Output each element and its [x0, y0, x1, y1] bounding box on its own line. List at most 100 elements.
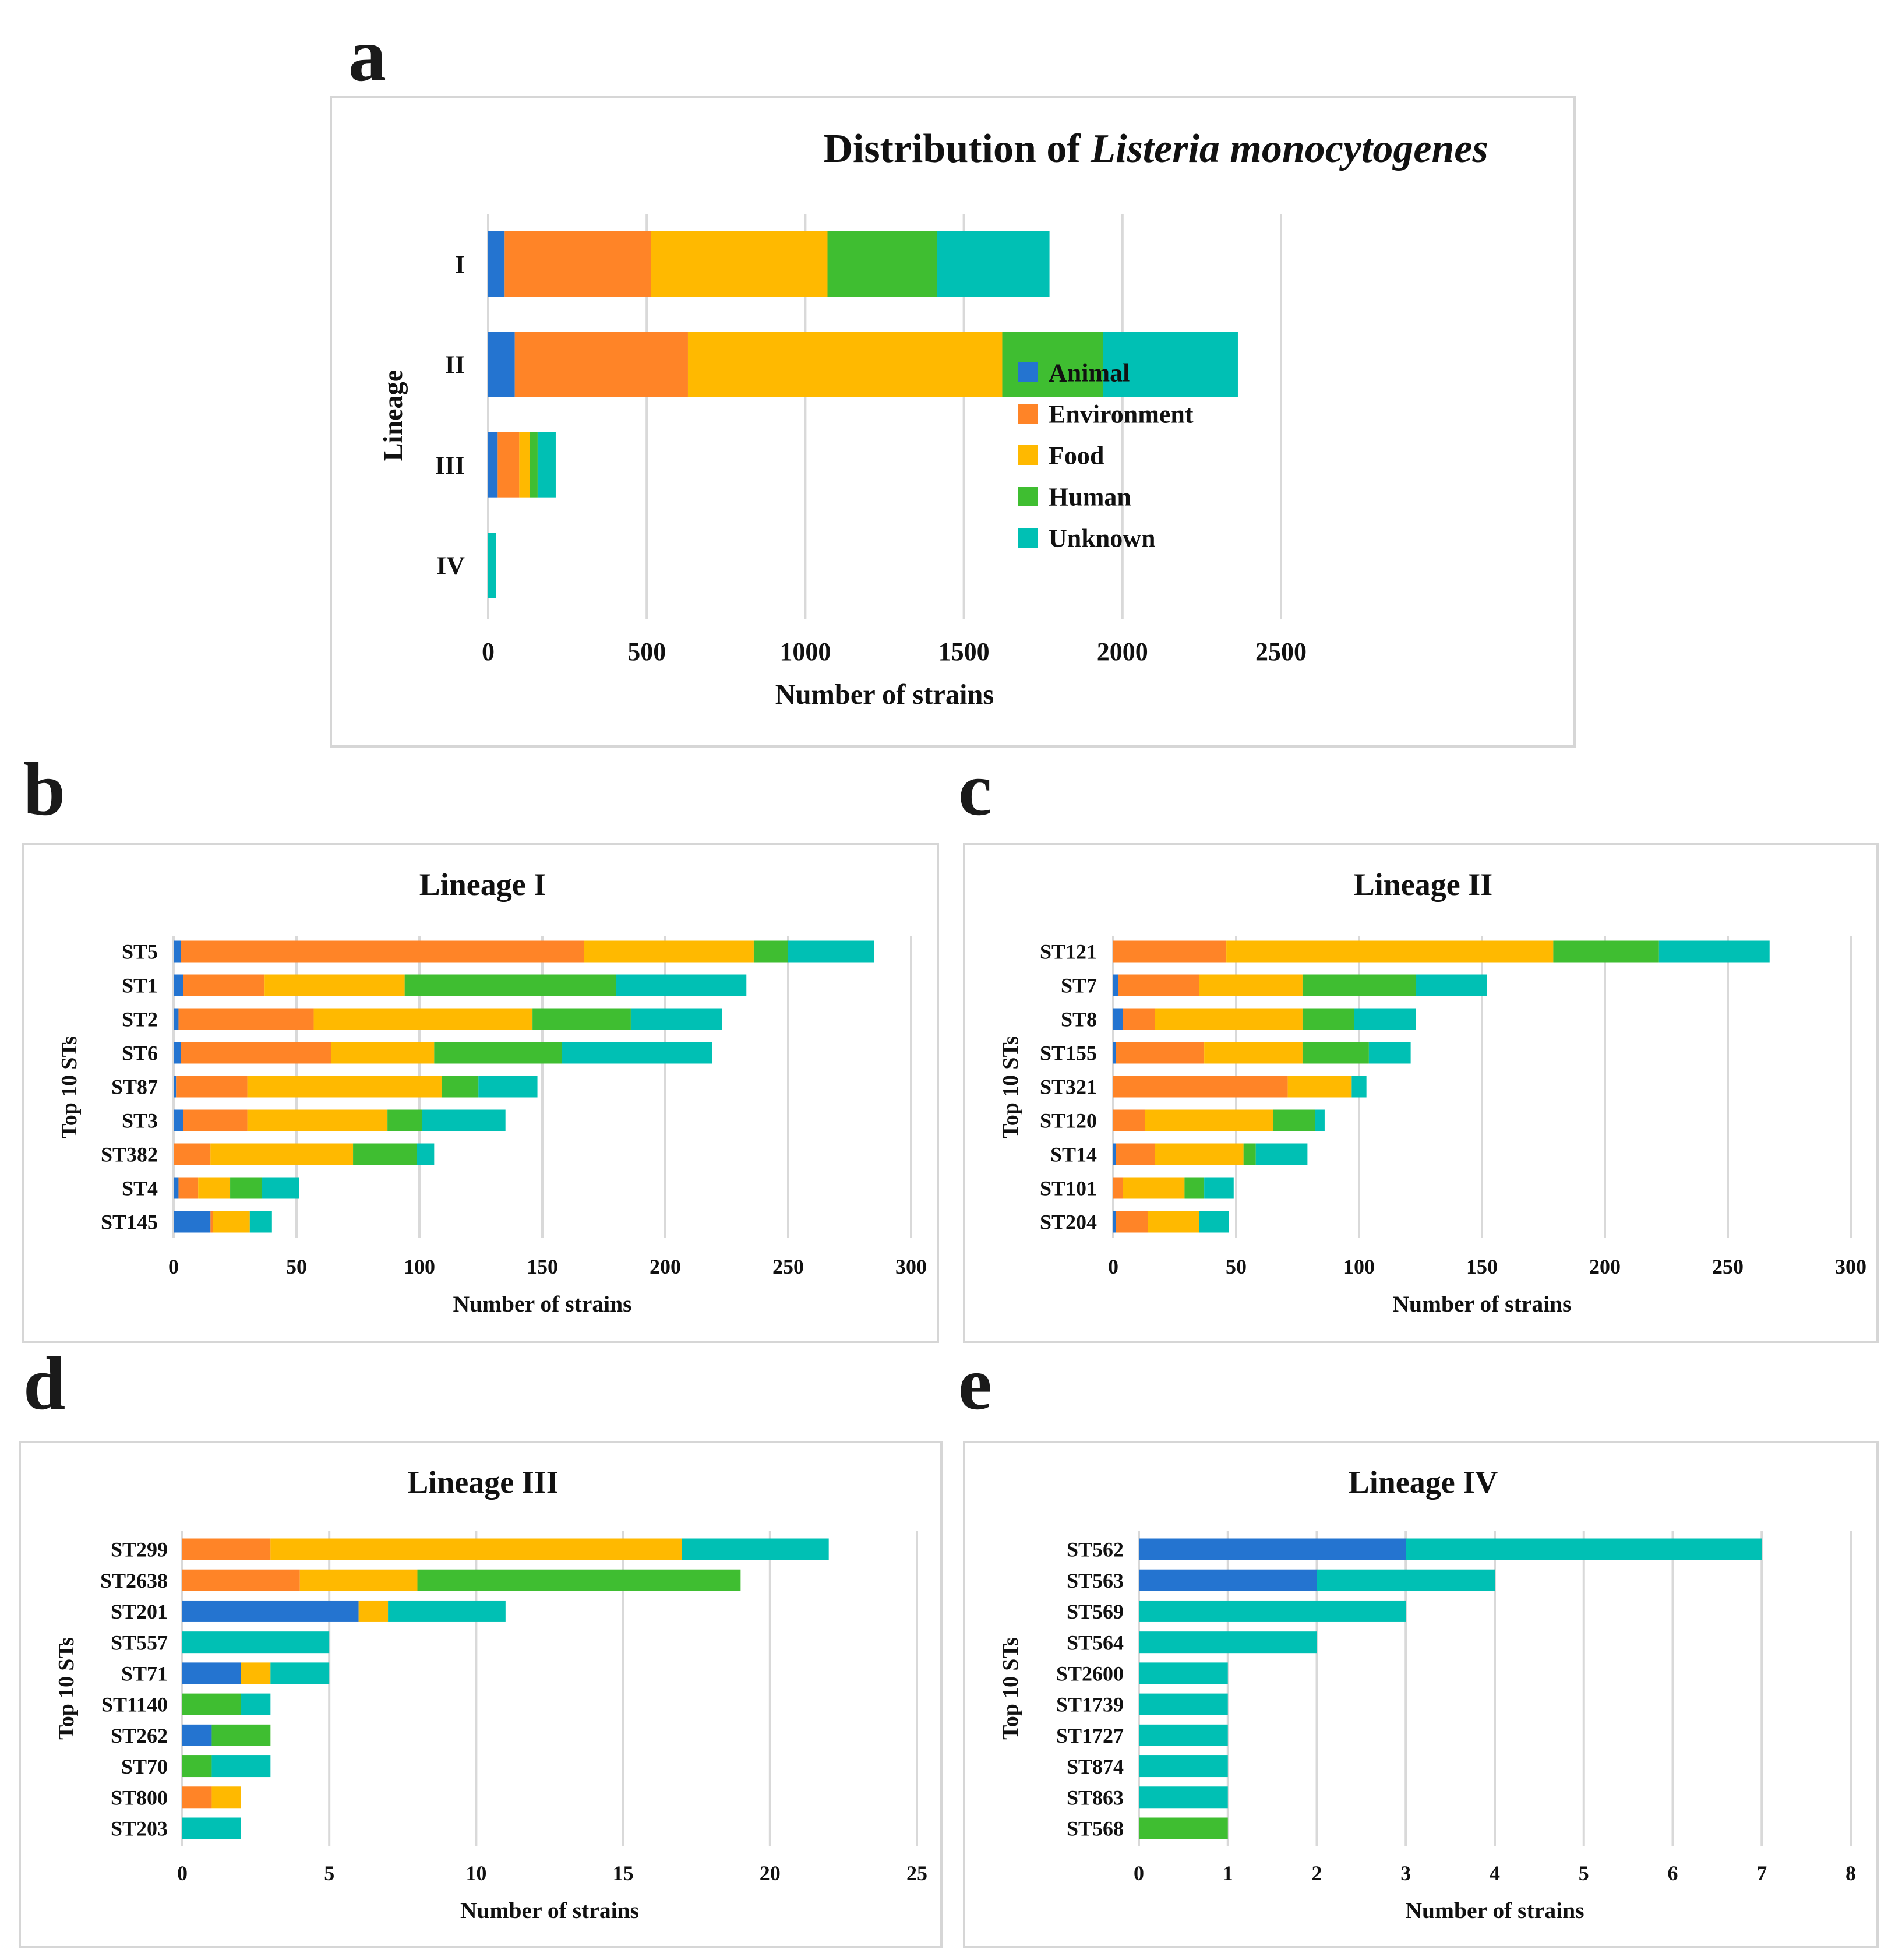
bar-segment-food [213, 1211, 250, 1233]
bar-segment-unknown [1368, 1042, 1411, 1064]
bar-segment-unknown [249, 1211, 272, 1233]
y-category-label: ST382 [101, 1143, 158, 1166]
bar-segment-environment [182, 1569, 300, 1591]
bar-segment-unknown [182, 1817, 241, 1839]
panel-a-lineage-distribution: 0 500 1000 1500 2000 2500 I II III IV Distribution… [330, 96, 1576, 748]
bar-segment-food [1199, 974, 1303, 996]
bar-segment-food [687, 332, 1003, 397]
chart-d: 0 5 10 15 20 25 ST299 ST2638 ST201 ST557 ST71 ST114… [54, 1465, 927, 1923]
y-category-label: ST87 [111, 1076, 158, 1099]
chart-title-species: Listeria monocytogenes [1090, 126, 1488, 171]
bar-segment-unknown [537, 432, 556, 498]
x-tick-label: 1000 [779, 637, 831, 666]
bar-segment-unknown [1199, 1211, 1229, 1233]
bar-segment-unknown [788, 940, 874, 963]
bar-segment-human [1302, 974, 1416, 996]
bar-segment-animal [1113, 1008, 1123, 1030]
panel-letter-b: b [23, 748, 66, 831]
bar-segment-human [827, 231, 937, 297]
bar-segment-food [247, 1076, 442, 1098]
y-category-label: IV [436, 551, 465, 580]
bar-segment-human [434, 1042, 562, 1064]
y-category-label: ST204 [1040, 1211, 1097, 1234]
x-tick-label: 3 [1400, 1862, 1411, 1885]
y-category-label: ST321 [1040, 1076, 1097, 1099]
x-tick-label: 200 [1589, 1255, 1621, 1278]
x-tick-label: 250 [772, 1255, 804, 1278]
x-tick-label: 5 [1579, 1862, 1589, 1885]
bar-segment-environment [1116, 1211, 1148, 1233]
x-tick-label: 2500 [1255, 637, 1307, 666]
bar-segment-food [211, 1786, 241, 1809]
bar-segment-food [1287, 1076, 1352, 1098]
y-category-label: ST5 [122, 940, 158, 964]
bar-segment-human [404, 974, 616, 996]
bar-segment-human [353, 1143, 417, 1165]
panel-c-lineage-II: 0 50 100 150 200 250 300 ST121 ST7 ST8 ST155 ST321 S… [963, 843, 1879, 1343]
y-category-label: ST155 [1040, 1042, 1097, 1065]
bar-segment-food [331, 1042, 435, 1064]
bar-segment-unknown [417, 1143, 435, 1165]
bar-segment-food [1148, 1211, 1199, 1233]
bar-segment-unknown [1103, 332, 1238, 397]
y-category-label: ST1727 [1056, 1724, 1124, 1747]
y-category-label: ST1739 [1056, 1693, 1124, 1716]
bar-segment-environment [1113, 1109, 1145, 1131]
bar-segment-food [198, 1177, 231, 1199]
bar-segment-food [651, 231, 828, 297]
bar-segment-environment [514, 332, 688, 397]
y-category-label: ST863 [1067, 1786, 1124, 1809]
chart-title: Lineage I [419, 867, 546, 902]
x-tick-label: 50 [286, 1255, 307, 1278]
bar-segment-animal [174, 1008, 179, 1030]
bar-segment-animal [182, 1724, 212, 1746]
y-category-label: ST568 [1067, 1817, 1124, 1841]
y-category-label: III [435, 451, 465, 480]
bar-segment-unknown [1255, 1143, 1308, 1165]
y-category-label: ST569 [1067, 1600, 1124, 1623]
y-category-label: ST1 [122, 974, 158, 997]
bar-segment-environment [181, 940, 584, 963]
y-category-label: ST262 [111, 1724, 168, 1747]
chart-title: Lineage II [1354, 867, 1493, 902]
bar-segment-animal [174, 974, 183, 996]
y-category-label: ST70 [121, 1755, 168, 1778]
panel-letter-d: d [23, 1342, 66, 1426]
bar-segment-human [1139, 1817, 1228, 1839]
bar-segment-environment [210, 1211, 213, 1233]
bar-segment-animal [1113, 1143, 1116, 1165]
bar-segment-food [299, 1569, 418, 1591]
x-tick-label: 5 [324, 1862, 334, 1885]
bar-segment-unknown [388, 1600, 506, 1622]
bar-segment-unknown [262, 1177, 299, 1199]
x-tick-label: 4 [1490, 1862, 1500, 1885]
y-category-label: ST71 [121, 1662, 168, 1685]
x-tick-label: 25 [906, 1862, 927, 1885]
bar-segment-animal [488, 231, 505, 297]
x-axis-title: Number of strains [1392, 1291, 1571, 1317]
bar-segment-environment [181, 1042, 331, 1064]
bar-segment-human [530, 432, 538, 498]
bar-segment-human [387, 1109, 422, 1131]
y-category-label: ST121 [1040, 940, 1097, 964]
y-category-label: ST120 [1040, 1109, 1097, 1133]
bar-segment-unknown [1315, 1109, 1325, 1131]
bar-segment-human [1184, 1177, 1205, 1199]
x-tick-label: 2000 [1097, 637, 1148, 666]
legend-label-human: Human [1049, 482, 1131, 511]
y-category-label: ST564 [1067, 1631, 1124, 1654]
bar-segment-food [270, 1538, 682, 1560]
y-axis-title: Top 10 STs [57, 1036, 82, 1138]
bar-segment-food [247, 1109, 388, 1131]
x-tick-label: 0 [177, 1862, 188, 1885]
y-category-label: ST557 [111, 1631, 168, 1654]
y-category-label: ST4 [122, 1177, 158, 1200]
x-tick-label: 1500 [938, 637, 990, 666]
y-category-label: ST562 [1067, 1538, 1124, 1561]
bar-segment-animal [488, 332, 515, 397]
bar-segment-unknown [1139, 1786, 1228, 1809]
chart-c: 0 50 100 150 200 250 300 ST121 ST7 ST8 ST155 ST321 S… [998, 867, 1866, 1317]
bar-segment-human [230, 1177, 262, 1199]
bar-segment-environment [1116, 1143, 1155, 1165]
bar-segment-human [1273, 1109, 1315, 1131]
